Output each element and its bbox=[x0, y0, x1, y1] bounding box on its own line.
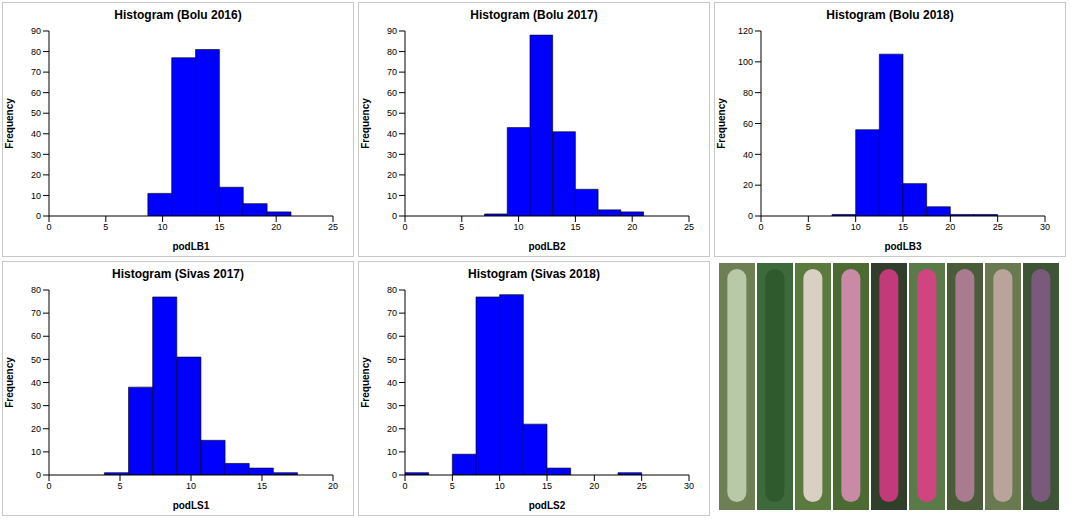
svg-text:80: 80 bbox=[387, 47, 397, 57]
svg-text:20: 20 bbox=[945, 222, 955, 232]
svg-text:10: 10 bbox=[514, 222, 524, 232]
svg-text:10: 10 bbox=[31, 191, 41, 201]
svg-text:10: 10 bbox=[851, 222, 861, 232]
svg-text:15: 15 bbox=[214, 222, 224, 232]
svg-text:0: 0 bbox=[402, 222, 407, 232]
svg-text:80: 80 bbox=[31, 47, 41, 57]
svg-text:50: 50 bbox=[387, 355, 397, 365]
svg-text:0: 0 bbox=[46, 481, 51, 491]
svg-text:60: 60 bbox=[387, 88, 397, 98]
svg-text:20: 20 bbox=[31, 424, 41, 434]
svg-text:25: 25 bbox=[684, 222, 694, 232]
svg-text:20: 20 bbox=[271, 222, 281, 232]
svg-text:15: 15 bbox=[570, 222, 580, 232]
svg-text:40: 40 bbox=[31, 378, 41, 388]
svg-text:0: 0 bbox=[36, 470, 41, 480]
svg-text:40: 40 bbox=[31, 129, 41, 139]
svg-text:Frequency: Frequency bbox=[716, 98, 727, 149]
svg-text:50: 50 bbox=[31, 108, 41, 118]
svg-text:5: 5 bbox=[459, 222, 464, 232]
svg-text:Frequency: Frequency bbox=[4, 357, 15, 408]
svg-text:90: 90 bbox=[31, 26, 41, 36]
svg-text:50: 50 bbox=[387, 108, 397, 118]
svg-text:podLB3: podLB3 bbox=[884, 241, 922, 252]
svg-text:80: 80 bbox=[31, 285, 41, 295]
svg-text:5: 5 bbox=[450, 481, 455, 491]
svg-text:20: 20 bbox=[31, 170, 41, 180]
svg-text:70: 70 bbox=[387, 67, 397, 77]
svg-text:podLS2: podLS2 bbox=[529, 500, 566, 511]
svg-text:20: 20 bbox=[743, 180, 753, 190]
svg-text:90: 90 bbox=[387, 26, 397, 36]
svg-text:30: 30 bbox=[1040, 222, 1050, 232]
svg-text:podLB2: podLB2 bbox=[528, 241, 566, 252]
svg-text:20: 20 bbox=[387, 424, 397, 434]
svg-text:20: 20 bbox=[627, 222, 637, 232]
svg-text:70: 70 bbox=[387, 308, 397, 318]
svg-text:25: 25 bbox=[637, 481, 647, 491]
svg-text:30: 30 bbox=[387, 401, 397, 411]
svg-text:Frequency: Frequency bbox=[360, 357, 371, 408]
svg-text:0: 0 bbox=[36, 211, 41, 221]
svg-text:30: 30 bbox=[387, 150, 397, 160]
svg-text:10: 10 bbox=[31, 447, 41, 457]
svg-text:80: 80 bbox=[387, 285, 397, 295]
svg-text:30: 30 bbox=[31, 401, 41, 411]
svg-text:5: 5 bbox=[117, 481, 122, 491]
svg-text:10: 10 bbox=[387, 191, 397, 201]
svg-text:0: 0 bbox=[392, 470, 397, 480]
svg-text:60: 60 bbox=[31, 88, 41, 98]
svg-text:10: 10 bbox=[186, 481, 196, 491]
svg-text:30: 30 bbox=[31, 150, 41, 160]
svg-text:40: 40 bbox=[387, 378, 397, 388]
svg-text:Frequency: Frequency bbox=[360, 98, 371, 149]
html-text:Histogram (Bolu 2016): Histogram (Bolu 2016) bbox=[114, 8, 242, 22]
svg-text:10: 10 bbox=[387, 447, 397, 457]
svg-text:5: 5 bbox=[806, 222, 811, 232]
svg-text:60: 60 bbox=[743, 119, 753, 129]
svg-text:15: 15 bbox=[257, 481, 267, 491]
svg-text:15: 15 bbox=[898, 222, 908, 232]
svg-text:10: 10 bbox=[495, 481, 505, 491]
svg-text:100: 100 bbox=[738, 57, 753, 67]
svg-text:20: 20 bbox=[328, 481, 338, 491]
svg-text:70: 70 bbox=[31, 67, 41, 77]
svg-text:70: 70 bbox=[31, 308, 41, 318]
svg-text:0: 0 bbox=[758, 222, 763, 232]
html-text:Histogram (Bolu 2018): Histogram (Bolu 2018) bbox=[826, 8, 954, 22]
svg-text:0: 0 bbox=[392, 211, 397, 221]
svg-text:60: 60 bbox=[31, 331, 41, 341]
svg-text:20: 20 bbox=[589, 481, 599, 491]
svg-text:20: 20 bbox=[387, 170, 397, 180]
svg-text:25: 25 bbox=[328, 222, 338, 232]
svg-text:0: 0 bbox=[402, 481, 407, 491]
svg-text:40: 40 bbox=[743, 150, 753, 160]
svg-text:10: 10 bbox=[158, 222, 168, 232]
html-text:Histogram (Sivas 2018): Histogram (Sivas 2018) bbox=[468, 267, 600, 281]
svg-text:podLB1: podLB1 bbox=[172, 241, 210, 252]
svg-text:120: 120 bbox=[738, 26, 753, 36]
svg-text:podLS1: podLS1 bbox=[173, 500, 210, 511]
svg-text:Frequency: Frequency bbox=[4, 98, 15, 149]
svg-text:0: 0 bbox=[46, 222, 51, 232]
svg-text:30: 30 bbox=[684, 481, 694, 491]
html-text:Histogram (Sivas 2017): Histogram (Sivas 2017) bbox=[112, 267, 244, 281]
svg-text:0: 0 bbox=[748, 211, 753, 221]
html-text:Histogram (Bolu 2017): Histogram (Bolu 2017) bbox=[470, 8, 598, 22]
svg-text:80: 80 bbox=[743, 88, 753, 98]
svg-text:60: 60 bbox=[387, 331, 397, 341]
svg-text:25: 25 bbox=[993, 222, 1003, 232]
svg-text:40: 40 bbox=[387, 129, 397, 139]
svg-text:50: 50 bbox=[31, 355, 41, 365]
svg-text:15: 15 bbox=[542, 481, 552, 491]
svg-text:5: 5 bbox=[103, 222, 108, 232]
